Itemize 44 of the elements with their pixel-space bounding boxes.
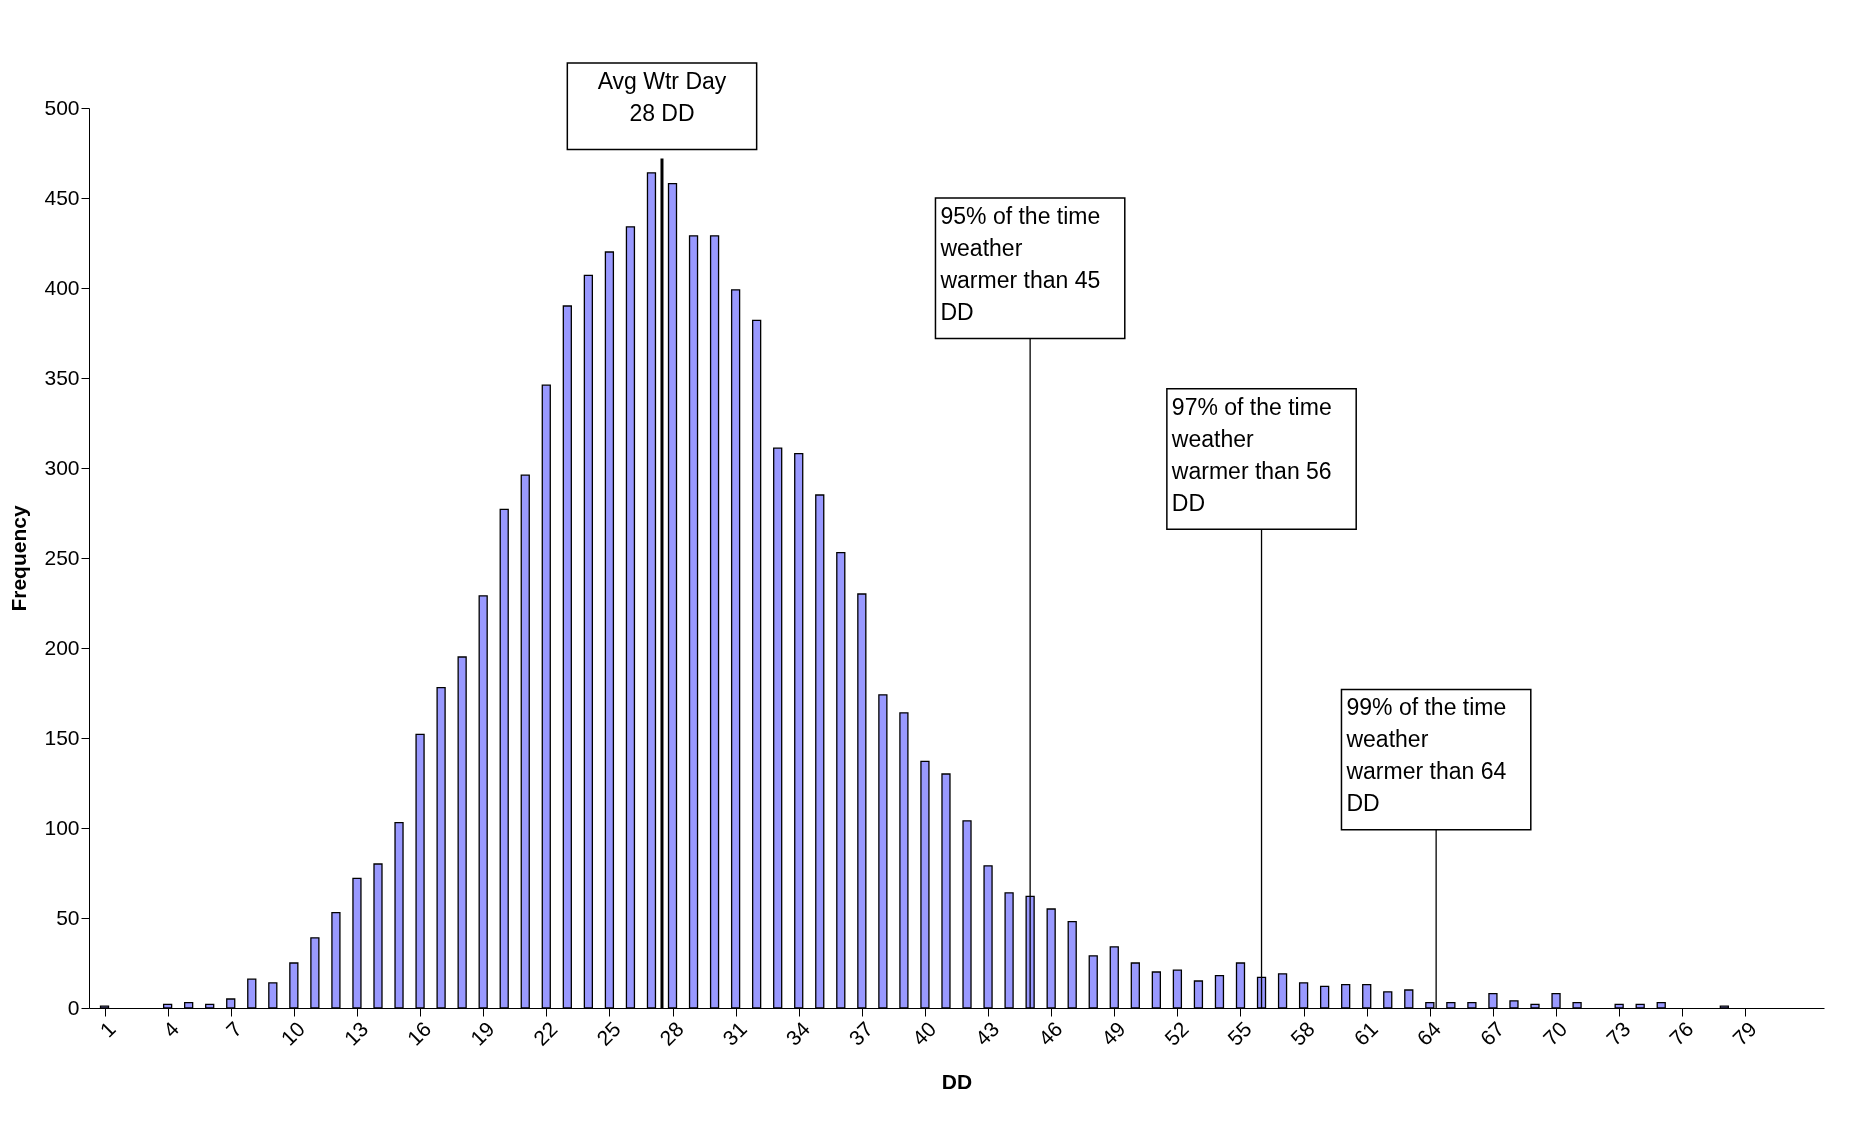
x-tick-label: 79 [1727, 1017, 1761, 1050]
y-tick-label: 0 [67, 995, 80, 1019]
x-tick-label: 4 [158, 1016, 184, 1042]
x-tick-label: 67 [1475, 1017, 1509, 1050]
y-tick-label: 500 [44, 95, 80, 119]
y-tick-label: 350 [44, 365, 80, 389]
y-tick-label: 450 [44, 185, 80, 209]
x-tick-label: 61 [1349, 1017, 1383, 1050]
y-tick-label: 300 [44, 455, 80, 479]
x-tick-label: 73 [1601, 1017, 1635, 1050]
annotation: 95% of the time weather warmer than 45 DD [939, 203, 1101, 325]
x-tick-label: 64 [1412, 1016, 1446, 1050]
x-tick-label: 1 [95, 1017, 120, 1042]
x-tick-label: 31 [718, 1017, 751, 1050]
x-tick-label: 25 [591, 1017, 625, 1050]
x-tick-label: 28 [655, 1017, 688, 1050]
x-tick-label: 40 [907, 1017, 941, 1050]
x-tick-label: 43 [970, 1017, 1004, 1050]
x-axis-title: DD [941, 1069, 973, 1093]
x-tick-label: 58 [1286, 1017, 1319, 1050]
x-tick-label: 70 [1538, 1017, 1572, 1050]
annotation: 97% of the time weather warmer than 56 DD [1170, 393, 1332, 516]
x-tick-label: 46 [1033, 1017, 1067, 1050]
x-tick-label: 22 [528, 1017, 562, 1050]
ref-line-label: Avg Wtr Day 28 DD [597, 68, 727, 126]
annotation: 99% of the time weather warmer than 64 DD [1345, 694, 1507, 817]
x-tick-label: 10 [276, 1017, 310, 1050]
x-tick-label: 7 [221, 1017, 247, 1042]
x-tick-label: 49 [1096, 1017, 1130, 1050]
y-tick-label: 200 [44, 635, 80, 659]
y-axis-title: Frequency [7, 505, 31, 612]
y-tick-label: 100 [44, 815, 80, 839]
x-tick-label: 34 [781, 1016, 815, 1050]
x-tick-label: 52 [1159, 1017, 1193, 1050]
x-tick-label: 19 [465, 1017, 499, 1050]
y-tick-label: 250 [44, 545, 80, 569]
x-tick-label: 76 [1664, 1017, 1698, 1050]
y-tick-label: 50 [56, 905, 80, 929]
x-tick-label: 55 [1223, 1017, 1256, 1050]
y-tick-label: 400 [44, 275, 80, 299]
x-tick-label: 37 [844, 1017, 878, 1050]
x-tick-label: 16 [402, 1017, 436, 1050]
y-tick-label: 150 [44, 725, 80, 749]
x-tick-label: 13 [339, 1017, 373, 1050]
